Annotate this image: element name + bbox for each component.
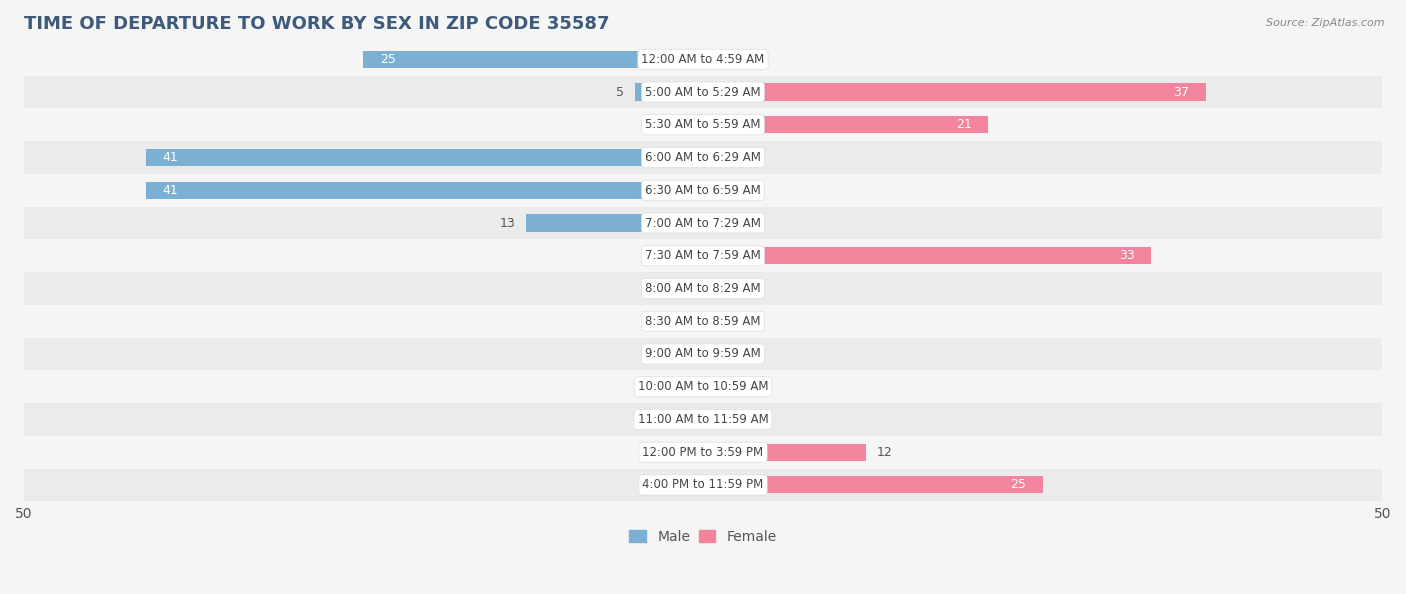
Text: 6:00 AM to 6:29 AM: 6:00 AM to 6:29 AM — [645, 151, 761, 164]
Text: 21: 21 — [956, 118, 972, 131]
Text: 33: 33 — [1119, 249, 1135, 262]
Bar — [24, 108, 1382, 141]
Legend: Male, Female: Male, Female — [624, 525, 782, 549]
Text: 5:00 AM to 5:29 AM: 5:00 AM to 5:29 AM — [645, 86, 761, 99]
Bar — [703, 312, 744, 330]
Bar — [662, 378, 703, 395]
Text: 13: 13 — [499, 216, 516, 229]
Bar — [703, 116, 988, 133]
Bar — [703, 247, 1152, 264]
Bar — [24, 305, 1382, 337]
Text: 37: 37 — [1174, 86, 1189, 99]
Bar — [703, 346, 744, 362]
Bar — [24, 174, 1382, 207]
Bar — [662, 247, 703, 264]
Bar — [24, 43, 1382, 75]
Bar — [24, 371, 1382, 403]
Bar — [24, 207, 1382, 239]
Text: 0: 0 — [755, 184, 762, 197]
Text: 9:00 AM to 9:59 AM: 9:00 AM to 9:59 AM — [645, 347, 761, 361]
Bar — [703, 149, 744, 166]
Bar — [703, 378, 744, 395]
Text: 0: 0 — [644, 118, 651, 131]
Bar — [146, 149, 703, 166]
Bar — [703, 214, 744, 232]
Text: 0: 0 — [755, 347, 762, 361]
Text: 8:00 AM to 8:29 AM: 8:00 AM to 8:29 AM — [645, 282, 761, 295]
Bar — [703, 50, 744, 68]
Bar — [24, 141, 1382, 174]
Bar — [703, 280, 744, 297]
Bar — [24, 75, 1382, 108]
Text: 25: 25 — [1011, 479, 1026, 491]
Text: 8:30 AM to 8:59 AM: 8:30 AM to 8:59 AM — [645, 315, 761, 328]
Text: 41: 41 — [162, 184, 179, 197]
Text: 0: 0 — [755, 380, 762, 393]
Text: 5: 5 — [616, 86, 624, 99]
Text: 0: 0 — [755, 413, 762, 426]
Text: 6:30 AM to 6:59 AM: 6:30 AM to 6:59 AM — [645, 184, 761, 197]
Bar — [24, 469, 1382, 501]
Text: Source: ZipAtlas.com: Source: ZipAtlas.com — [1267, 18, 1385, 28]
Bar — [703, 411, 744, 428]
Text: 0: 0 — [755, 216, 762, 229]
Text: 0: 0 — [755, 151, 762, 164]
Bar — [703, 444, 866, 461]
Text: 0: 0 — [755, 315, 762, 328]
Bar — [662, 312, 703, 330]
Text: 7:30 AM to 7:59 AM: 7:30 AM to 7:59 AM — [645, 249, 761, 262]
Bar — [24, 337, 1382, 371]
Text: 11:00 AM to 11:59 AM: 11:00 AM to 11:59 AM — [638, 413, 768, 426]
Bar — [636, 84, 703, 100]
Bar — [363, 50, 703, 68]
Text: 4:00 PM to 11:59 PM: 4:00 PM to 11:59 PM — [643, 479, 763, 491]
Text: 10:00 AM to 10:59 AM: 10:00 AM to 10:59 AM — [638, 380, 768, 393]
Text: 0: 0 — [644, 347, 651, 361]
Bar — [662, 116, 703, 133]
Text: 0: 0 — [644, 413, 651, 426]
Text: 0: 0 — [644, 479, 651, 491]
Text: 12:00 AM to 4:59 AM: 12:00 AM to 4:59 AM — [641, 53, 765, 66]
Bar — [662, 411, 703, 428]
Text: 0: 0 — [644, 249, 651, 262]
Bar — [24, 436, 1382, 469]
Bar — [703, 84, 1206, 100]
Text: 0: 0 — [644, 380, 651, 393]
Text: 12: 12 — [877, 446, 893, 459]
Bar — [703, 182, 744, 199]
Bar — [24, 403, 1382, 436]
Text: TIME OF DEPARTURE TO WORK BY SEX IN ZIP CODE 35587: TIME OF DEPARTURE TO WORK BY SEX IN ZIP … — [24, 15, 609, 33]
Text: 0: 0 — [755, 53, 762, 66]
Bar — [24, 239, 1382, 272]
Bar — [24, 272, 1382, 305]
Text: 7:00 AM to 7:29 AM: 7:00 AM to 7:29 AM — [645, 216, 761, 229]
Bar — [703, 476, 1043, 494]
Text: 0: 0 — [644, 282, 651, 295]
Text: 0: 0 — [755, 282, 762, 295]
Bar — [146, 182, 703, 199]
Bar — [662, 280, 703, 297]
Bar — [662, 346, 703, 362]
Text: 25: 25 — [380, 53, 395, 66]
Text: 0: 0 — [644, 315, 651, 328]
Text: 12:00 PM to 3:59 PM: 12:00 PM to 3:59 PM — [643, 446, 763, 459]
Bar — [662, 476, 703, 494]
Text: 0: 0 — [644, 446, 651, 459]
Text: 41: 41 — [162, 151, 179, 164]
Bar — [526, 214, 703, 232]
Text: 5:30 AM to 5:59 AM: 5:30 AM to 5:59 AM — [645, 118, 761, 131]
Bar — [662, 444, 703, 461]
